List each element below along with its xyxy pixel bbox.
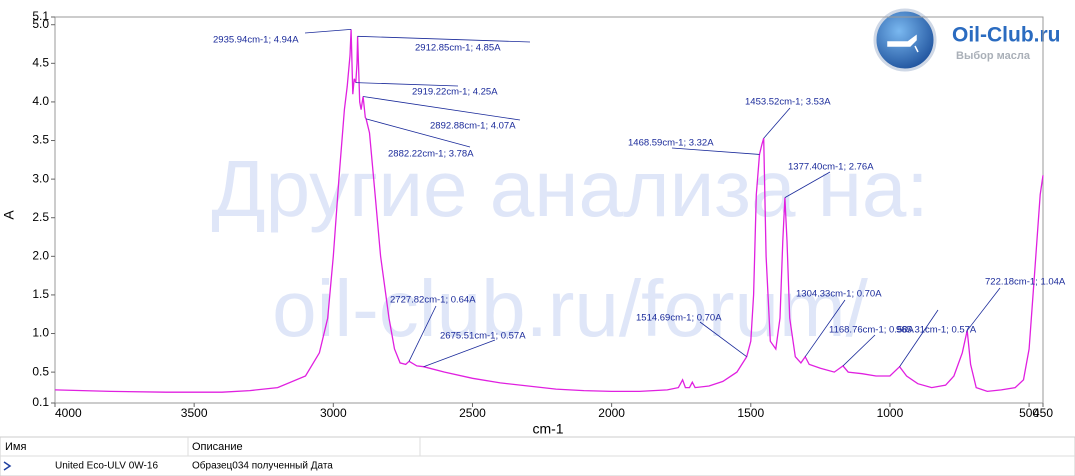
annotation-leader	[671, 147, 760, 155]
annotation-label: 965.31cm-1; 0.57A	[896, 325, 977, 336]
annotation-label: 1304.33cm-1; 0.70A	[796, 289, 882, 300]
plot-frame	[54, 16, 1044, 404]
y-tick-label: 3.0	[32, 171, 49, 185]
x-tick-label: 3500	[181, 406, 208, 420]
annotation-leader	[423, 339, 496, 368]
annotation-label: 1377.40cm-1; 2.76A	[788, 162, 874, 173]
y-tick-label: 4.0	[32, 94, 49, 108]
spectrum-line	[54, 29, 1044, 393]
logo-subtitle: Выбор масла	[956, 50, 1031, 62]
annotation-label: 1468.59cm-1; 3.32A	[628, 138, 714, 149]
annotation-label: 2912.85cm-1; 4.85A	[415, 43, 501, 54]
x-tick-label: 1000	[877, 406, 904, 420]
annotation-label: 2882.22cm-1; 3.78A	[388, 149, 474, 160]
annotation-leader	[899, 309, 939, 367]
annotation-label: 2675.51cm-1; 0.57A	[440, 331, 526, 342]
y-tick-label: 1.0	[32, 326, 49, 340]
annotation-label: 2919.22cm-1; 4.25A	[412, 87, 498, 98]
annotation-leader	[842, 334, 876, 367]
x-tick-label: 2500	[459, 406, 486, 420]
logo-title: Oil-Club.ru	[952, 24, 1061, 47]
annotation-leader	[966, 287, 1001, 331]
watermark: oil-club.ru/forum/	[272, 264, 869, 353]
y-axis-label: A	[1, 210, 17, 220]
annotation-leader	[804, 299, 846, 357]
annotation-label: 722.18cm-1; 1.04A	[985, 277, 1066, 288]
annotation-leader	[365, 118, 471, 148]
table-header: Описание	[192, 441, 243, 453]
x-tick-label: 2000	[598, 406, 625, 420]
annotation-label: 1514.69cm-1; 0.70A	[636, 313, 722, 324]
x-tick-label: 500	[1019, 406, 1039, 420]
y-tick-label: 5.0	[32, 17, 49, 31]
y-tick-label: 2.5	[32, 210, 49, 224]
logo-icon	[873, 8, 937, 72]
y-tick-label: 0.5	[32, 364, 49, 378]
y-tick-label: 1.5	[32, 287, 49, 301]
x-tick-label: 4000	[55, 406, 82, 420]
annotation-leader	[408, 305, 437, 362]
annotation-label: 1453.52cm-1; 3.53A	[745, 97, 831, 108]
y-tick-label: 5.1	[32, 9, 49, 23]
row-arrow	[3, 461, 12, 471]
annotation-leader	[355, 82, 459, 87]
annotation-label: 2935.94cm-1; 4.94A	[213, 35, 299, 46]
annotation-leader	[363, 96, 521, 121]
annotation-leader	[357, 35, 531, 43]
x-axis-label: cm-1	[532, 421, 563, 437]
y-tick-label: 4.5	[32, 55, 49, 69]
annotation-label: 2727.82cm-1; 0.64A	[390, 295, 476, 306]
annotation-leader	[784, 171, 831, 198]
legend-entry: United Eco-ULV 0W-16	[55, 461, 158, 472]
annotation-label: 2892.88cm-1; 4.07A	[430, 121, 516, 132]
logo-can	[887, 34, 919, 53]
annotation-leader	[304, 28, 352, 34]
x-tick-label: 3000	[320, 406, 347, 420]
y-tick-label: 0.1	[32, 395, 49, 409]
watermark: Другие анализа на:	[211, 144, 928, 233]
y-tick-label: 3.5	[32, 133, 49, 147]
annotation-label: 1168.76cm-1; 0.58A	[829, 325, 915, 336]
x-tick-label: 450	[1033, 406, 1053, 420]
annotation-leader	[699, 321, 747, 358]
annotation-leader	[763, 107, 791, 139]
table-header: Имя	[5, 441, 26, 453]
legend-description: Образец034 полученный Дата	[192, 460, 333, 472]
x-tick-label: 1500	[737, 406, 764, 420]
y-tick-label: 2.0	[32, 248, 49, 262]
